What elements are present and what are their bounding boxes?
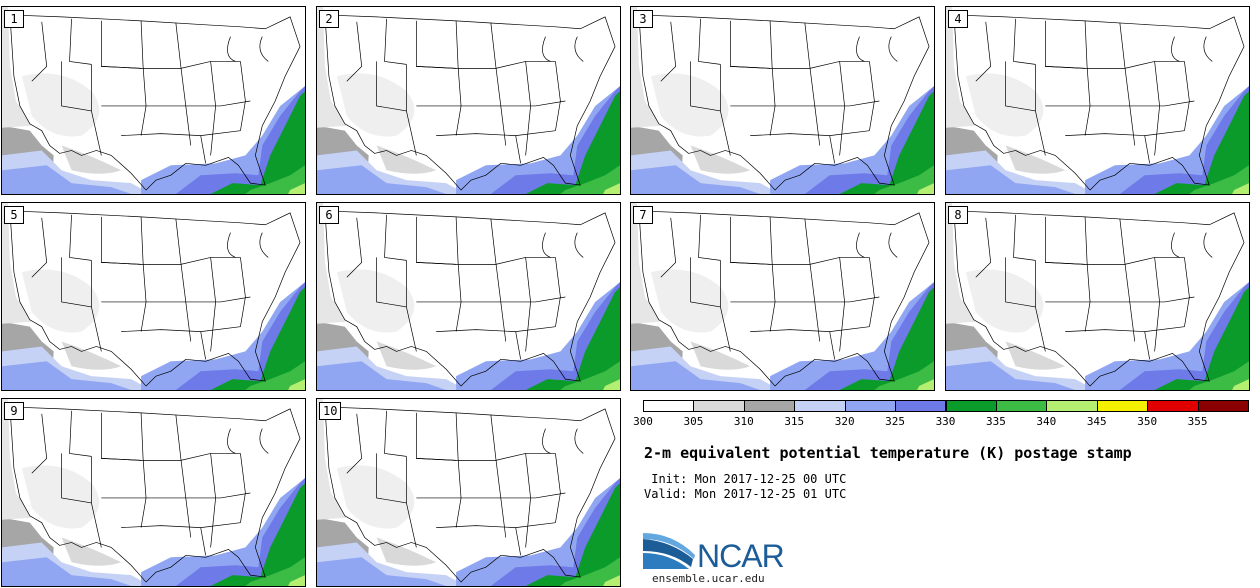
colorbar-segment	[995, 400, 1048, 412]
colorbar-tick-label: 330	[935, 415, 956, 428]
colorbar	[643, 400, 1249, 412]
colorbar-segment	[743, 400, 796, 412]
stamp-member-label: 7	[633, 206, 653, 224]
conus-map	[317, 203, 620, 390]
postage-stamp-map: 1	[1, 6, 306, 195]
colorbar-tick-label: 340	[1036, 415, 1057, 428]
stamp-member-label: 2	[319, 10, 339, 28]
colorbar-segment	[1147, 400, 1199, 412]
stamp-member-label: 9	[4, 402, 24, 420]
postage-stamp-map: 3	[630, 6, 935, 195]
colorbar-segment	[693, 400, 745, 412]
stamp-member-label: 4	[948, 10, 968, 28]
postage-stamp-map: 9	[1, 398, 306, 587]
stamp-member-label: 3	[633, 10, 653, 28]
conus-map	[317, 7, 620, 194]
conus-map	[946, 7, 1249, 194]
ncar-logo-text: NCAR	[697, 538, 785, 574]
colorbar-segment	[1046, 400, 1098, 412]
colorbar-segment	[895, 400, 947, 412]
stamp-member-label: 6	[319, 206, 339, 224]
conus-map	[946, 203, 1249, 390]
postage-stamp-map: 8	[945, 202, 1250, 391]
init-time: Init: Mon 2017-12-25 00 UTC	[644, 472, 847, 486]
conus-map	[2, 7, 305, 194]
colorbar-segment	[643, 400, 695, 412]
colorbar-tick-label: 300	[633, 415, 653, 428]
colorbar-tick-label: 335	[985, 415, 1006, 428]
colorbar-segment	[945, 400, 997, 412]
conus-map	[631, 203, 934, 390]
colorbar-tick-label: 305	[683, 415, 704, 428]
postage-stamp-map: 5	[1, 202, 306, 391]
conus-map	[631, 7, 934, 194]
conus-map	[2, 399, 305, 586]
postage-stamp-map: 10	[316, 398, 621, 587]
valid-time: Valid: Mon 2017-12-25 01 UTC	[644, 487, 847, 501]
postage-stamp-map: 2	[316, 6, 621, 195]
colorbar-segment	[1096, 400, 1149, 412]
postage-stamp-map: 7	[630, 202, 935, 391]
colorbar-segment	[844, 400, 897, 412]
stamp-member-label: 5	[4, 206, 24, 224]
postage-stamp-map: 4	[945, 6, 1250, 195]
stamp-member-label: 1	[4, 10, 24, 28]
colorbar-tick-label: 320	[834, 415, 855, 428]
conus-map	[2, 203, 305, 390]
site-url: ensemble.ucar.edu	[652, 572, 765, 585]
map-title: 2-m equivalent potential temperature (K)…	[644, 444, 1132, 462]
stamp-member-label: 10	[319, 402, 342, 420]
colorbar-segment	[1197, 400, 1249, 412]
colorbar-tick-label: 355	[1187, 415, 1208, 428]
postage-stamp-map: 6	[316, 202, 621, 391]
colorbar-segment	[794, 400, 846, 412]
stamp-member-label: 8	[948, 206, 968, 224]
colorbar-tick-label: 350	[1137, 415, 1158, 428]
colorbar-tick-label: 310	[733, 415, 754, 428]
colorbar-tick-label: 315	[784, 415, 805, 428]
colorbar-tick-label: 345	[1086, 415, 1107, 428]
colorbar-tick-label: 325	[885, 415, 906, 428]
conus-map	[317, 399, 620, 586]
ncar-logo-swoosh	[643, 533, 695, 569]
